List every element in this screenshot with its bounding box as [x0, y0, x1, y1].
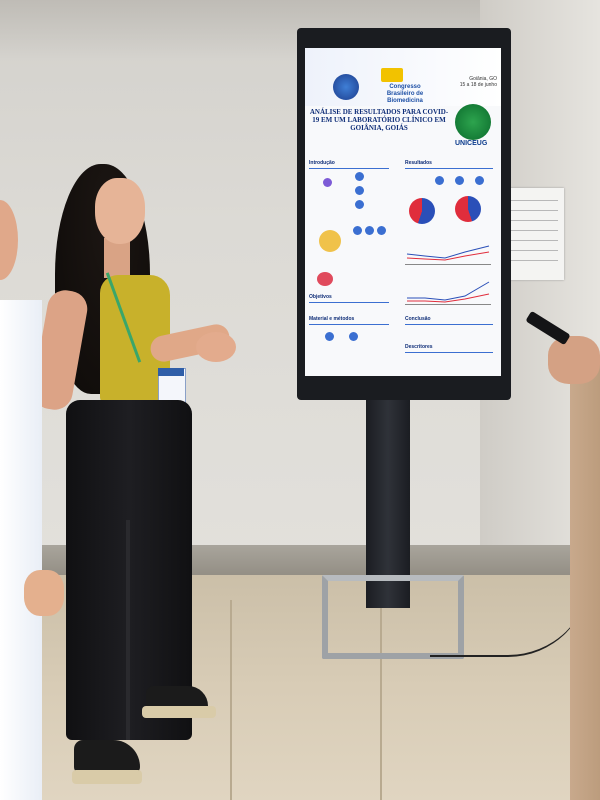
right-wedge-sole	[142, 706, 216, 718]
info-icon	[355, 172, 364, 181]
lab-icon	[365, 226, 374, 235]
congress-name: Congresso Brasileiro de Biomedicina	[386, 84, 424, 104]
line-graph-bottom	[405, 274, 491, 305]
pie-chart-left	[409, 198, 435, 224]
sample-icon	[349, 332, 358, 341]
section-rule	[405, 324, 493, 325]
illustration-icon	[319, 230, 341, 252]
edition-logo	[381, 68, 403, 82]
name-badge-stripe	[158, 368, 184, 376]
info-icon	[355, 186, 364, 195]
section-rule	[309, 302, 389, 303]
power-cable	[430, 575, 590, 657]
presenter-face	[95, 178, 145, 244]
section-results: Resultados	[405, 160, 432, 166]
congress-mascot-icon	[333, 74, 359, 100]
section-conclusion: Conclusão	[405, 316, 431, 322]
result-icon	[455, 176, 464, 185]
virus-icon	[323, 178, 332, 187]
section-rule	[309, 324, 389, 325]
section-rule	[405, 352, 493, 353]
kiosk-pillar	[366, 398, 410, 608]
faculty-seal-icon	[455, 104, 491, 140]
floor-joint	[230, 600, 232, 800]
pants-leg-gap	[126, 520, 130, 740]
sample-icon	[325, 332, 334, 341]
left-observer-hand	[24, 570, 64, 616]
lab-icon	[353, 226, 362, 235]
right-observer-hand	[548, 336, 600, 384]
presenter-gesturing-hands	[196, 332, 236, 362]
floor-joint	[380, 600, 382, 800]
pie-chart-right	[455, 196, 481, 222]
left-observer-face	[0, 200, 18, 280]
section-rule	[309, 168, 389, 169]
left-wedge-sole	[72, 770, 142, 784]
section-objectives: Objetivos	[309, 294, 332, 300]
poster-title: ANÁLISE DE RESULTADOS PARA COVID-19 EM U…	[309, 108, 449, 132]
result-icon	[475, 176, 484, 185]
right-observer-body	[570, 360, 600, 800]
lab-icon	[377, 226, 386, 235]
info-icon	[355, 200, 364, 209]
presenter-left-shoe	[74, 740, 140, 774]
covid-map-icon	[317, 272, 333, 286]
section-rule	[405, 168, 493, 169]
left-observer-lab-coat	[0, 300, 42, 800]
congress-place-date: Goiânia, GO 15 a 18 de junho	[459, 76, 497, 88]
line-graph-top	[405, 234, 491, 265]
result-icon	[435, 176, 444, 185]
institution-logo: UNICEUG	[455, 140, 488, 147]
section-introduction: Introdução	[309, 160, 335, 166]
presenter-neck	[104, 238, 130, 278]
section-methods: Material e métodos	[309, 316, 355, 322]
digital-poster-screen: Congresso Brasileiro de Biomedicina Goiâ…	[305, 48, 501, 376]
section-descriptors: Descritores	[405, 344, 433, 350]
